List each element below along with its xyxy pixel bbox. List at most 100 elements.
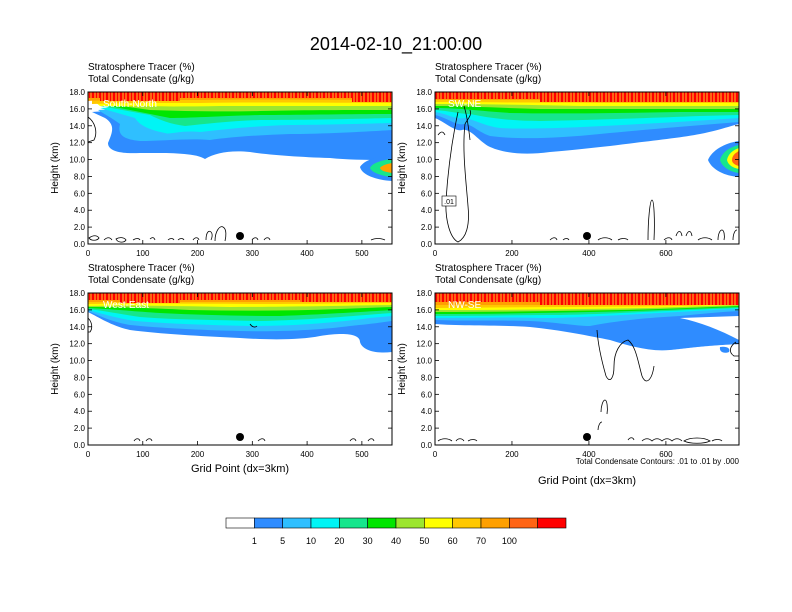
- condensate-contours: [437, 329, 739, 444]
- colorbar-label: 30: [363, 536, 373, 546]
- x-tick-label: 100: [136, 249, 150, 258]
- x-tick-label: 400: [300, 450, 314, 459]
- colorbar-swatch: [395, 517, 425, 529]
- y-tick-label: 12.0: [69, 340, 85, 349]
- y-tick-label: 14.0: [416, 323, 432, 332]
- tracer-field: [88, 92, 392, 244]
- x-tick-label: 400: [300, 249, 314, 258]
- panel-west-east: Stratosphere Tracer (%) Total Condensate…: [50, 263, 393, 475]
- tracer-field: [88, 293, 392, 445]
- colorbar-label: 60: [448, 536, 458, 546]
- colorbar-swatch: [254, 517, 283, 529]
- tracer-field: [435, 92, 739, 244]
- condensate-contours: [87, 317, 375, 442]
- x-axis-label: Grid Point (dx=3km): [191, 463, 289, 475]
- colorbar-swatch: [424, 517, 453, 529]
- y-tick-label: 0.0: [74, 240, 86, 249]
- figure-title: 2014-02-10_21:00:00: [310, 34, 482, 55]
- y-tick-label: 16.0: [416, 306, 432, 315]
- panel-title-line2: Total Condensate (g/kg): [88, 275, 194, 286]
- contour-label: .01: [444, 199, 454, 206]
- panel-title-line2: Total Condensate (g/kg): [435, 74, 541, 85]
- y-tick-label: 16.0: [69, 105, 85, 114]
- y-axis-label: Height (km): [397, 142, 408, 194]
- x-tick-label: 100: [136, 450, 150, 459]
- y-tick-label: 12.0: [416, 340, 432, 349]
- colorbar-swatch: [367, 517, 397, 529]
- y-tick-label: 10.0: [69, 156, 85, 165]
- x-tick-label: 400: [582, 249, 596, 258]
- y-axis-label: Height (km): [397, 343, 408, 395]
- panel-nw-se: Stratosphere Tracer (%) Total Condensate…: [397, 263, 740, 487]
- colorbar-swatch: [282, 517, 312, 529]
- y-axis-label: Height (km): [50, 142, 61, 194]
- y-tick-label: 18.0: [416, 88, 432, 97]
- colorbar-label: 40: [391, 536, 401, 546]
- panel-label: West-East: [103, 300, 149, 311]
- y-tick-label: 12.0: [69, 139, 85, 148]
- x-tick-label: 300: [246, 249, 260, 258]
- colorbar-label: 20: [334, 536, 344, 546]
- y-tick-label: 8.0: [74, 373, 86, 382]
- panel-title-line2: Total Condensate (g/kg): [435, 275, 541, 286]
- x-tick-label: 300: [246, 450, 260, 459]
- axes: 0.0 2.0 4.0 6.0 8.0 10.0 12.0 14.0 16.0 18.0 0 100 2…: [69, 88, 392, 258]
- colorbar: 1 5 10 20 30 40 50 60 70 100: [225, 517, 567, 546]
- x-tick-label: 600: [659, 249, 673, 258]
- panel-sw-ne: Stratosphere Tracer (%) Total Condensate…: [397, 62, 740, 258]
- location-marker: [236, 433, 244, 441]
- y-tick-label: 2.0: [74, 424, 86, 433]
- y-tick-label: 8.0: [421, 373, 433, 382]
- plot-frame: [434, 292, 740, 446]
- y-tick-label: 14.0: [69, 323, 85, 332]
- panel-title-line2: Total Condensate (g/kg): [88, 74, 194, 85]
- colorbar-swatch: [452, 517, 482, 529]
- y-tick-label: 18.0: [69, 88, 85, 97]
- axes: 0.0 2.0 4.0 6.0 8.0 10.0 12.0 14.0 16.0 18.0 0 200 4…: [416, 289, 739, 459]
- y-axis-label: Height (km): [50, 343, 61, 395]
- panel-south-north: Stratosphere Tracer (%) Total Condensate…: [50, 62, 393, 258]
- y-tick-label: 2.0: [74, 223, 86, 232]
- colorbar-label: 100: [502, 536, 517, 546]
- y-tick-label: 8.0: [421, 172, 433, 181]
- y-tick-label: 18.0: [69, 289, 85, 298]
- y-tick-label: 16.0: [69, 306, 85, 315]
- panel-title-line1: Stratosphere Tracer (%): [88, 62, 195, 73]
- panel-label: SW-NE: [448, 99, 481, 110]
- colorbar-label: 1: [252, 536, 257, 546]
- y-tick-label: 4.0: [74, 206, 86, 215]
- y-tick-label: 0.0: [421, 240, 433, 249]
- x-tick-label: 0: [433, 249, 438, 258]
- panel-title-line1: Stratosphere Tracer (%): [435, 62, 542, 73]
- x-tick-label: 0: [86, 450, 91, 459]
- condensate-contours: [437, 105, 738, 243]
- condensate-contours: [87, 116, 386, 243]
- y-tick-label: 6.0: [74, 189, 86, 198]
- colorbar-swatch: [225, 517, 255, 529]
- y-tick-label: 4.0: [421, 407, 433, 416]
- tracer-field: [435, 293, 739, 445]
- y-tick-label: 2.0: [421, 223, 433, 232]
- colorbar-label: 70: [476, 536, 486, 546]
- colorbar-label: 10: [306, 536, 316, 546]
- x-tick-label: 200: [191, 249, 205, 258]
- x-tick-label: 200: [505, 450, 519, 459]
- y-tick-label: 2.0: [421, 424, 433, 433]
- y-tick-label: 10.0: [416, 156, 432, 165]
- y-tick-label: 14.0: [416, 122, 432, 131]
- location-marker: [236, 232, 244, 240]
- y-tick-label: 8.0: [74, 172, 86, 181]
- x-tick-label: 600: [659, 450, 673, 459]
- y-tick-label: 6.0: [421, 189, 433, 198]
- y-tick-label: 4.0: [74, 407, 86, 416]
- panel-title-line1: Stratosphere Tracer (%): [435, 263, 542, 274]
- x-tick-label: 500: [355, 249, 369, 258]
- y-tick-label: 12.0: [416, 139, 432, 148]
- colorbar-swatch: [537, 517, 567, 529]
- x-tick-label: 200: [191, 450, 205, 459]
- plot-frame: [434, 91, 740, 245]
- location-marker: [583, 433, 591, 441]
- x-tick-label: 400: [582, 450, 596, 459]
- panel-label: NW-SE: [448, 300, 481, 311]
